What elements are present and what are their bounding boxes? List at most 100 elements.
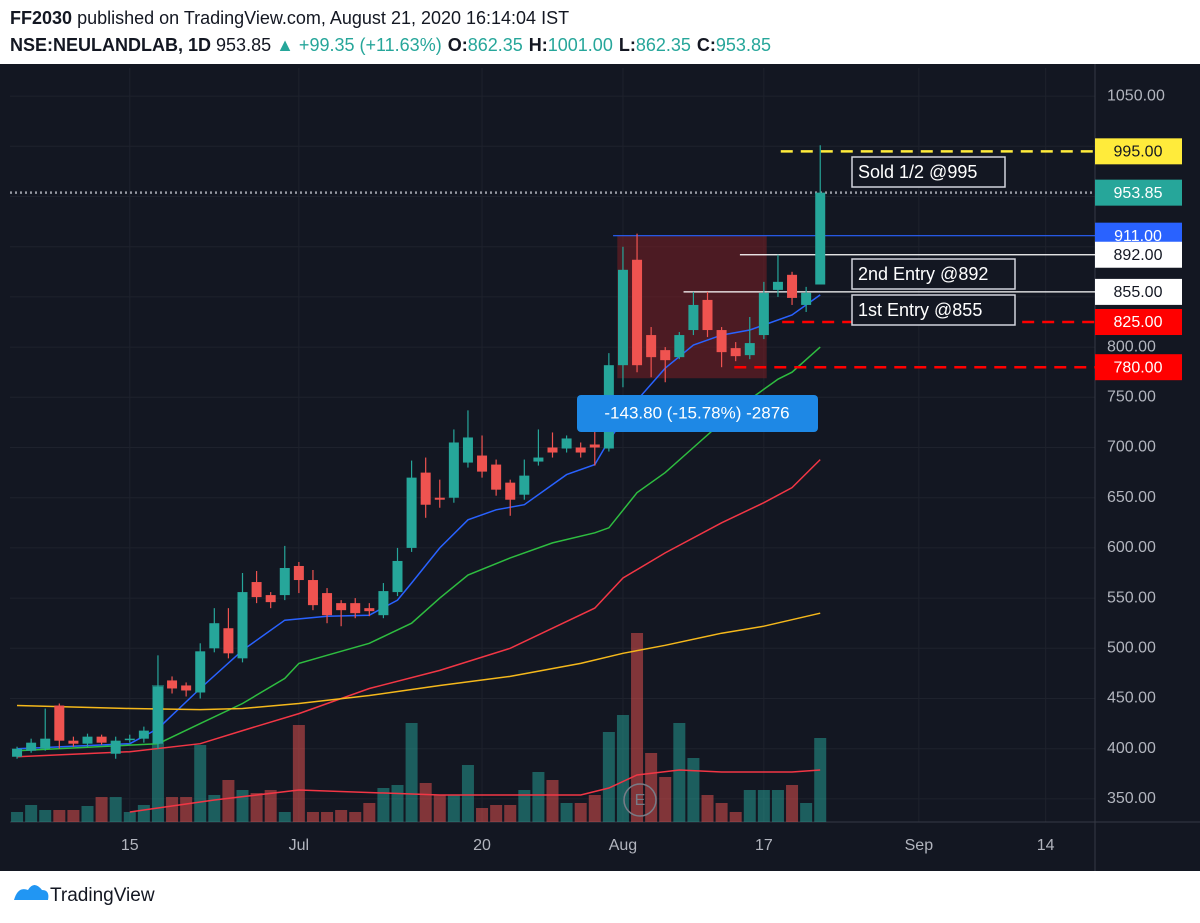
candle-body xyxy=(772,281,783,290)
volume-bar xyxy=(208,795,221,822)
ohlc-label: H: xyxy=(528,35,548,55)
volume-bar xyxy=(194,745,207,822)
volume-bar xyxy=(518,790,531,822)
x-tick-label: 17 xyxy=(755,837,773,854)
annotation: 2nd Entry @892 xyxy=(858,264,988,284)
volume-bar xyxy=(715,803,728,822)
price-label: 825.00 xyxy=(1114,314,1163,331)
candle-body xyxy=(491,464,502,490)
volume-bar xyxy=(800,803,813,822)
volume-bar xyxy=(729,812,742,822)
volume-bar xyxy=(67,810,80,822)
candle-body xyxy=(477,455,488,472)
candle-body xyxy=(167,680,178,689)
annotation-box xyxy=(851,294,1016,326)
candle-body xyxy=(54,705,65,741)
candle-body xyxy=(124,738,135,741)
candle-body xyxy=(82,736,93,744)
volume-bar xyxy=(461,765,474,822)
candle-body xyxy=(209,623,220,649)
ohlc-value: 862.35 xyxy=(635,35,691,55)
candle-body xyxy=(448,442,459,498)
volume-bar xyxy=(25,805,38,822)
symbol: NSE:NEULANDLAB, 1D xyxy=(10,35,212,55)
volume-bar xyxy=(95,797,108,822)
candle-body xyxy=(617,269,628,366)
volume-bar xyxy=(335,810,348,822)
footer-bg xyxy=(0,871,1200,923)
moving-average xyxy=(16,459,821,758)
x-tick-label: 15 xyxy=(121,837,139,854)
candle-body xyxy=(237,592,248,659)
candle-body xyxy=(293,565,304,581)
volume-bar xyxy=(109,797,122,822)
volume-bar xyxy=(602,732,615,822)
candle-body xyxy=(181,685,192,691)
y-tick-label: 800.00 xyxy=(1107,338,1156,355)
candle-body xyxy=(632,259,643,366)
ohlc-label: O: xyxy=(447,35,468,55)
x-tick-label: 20 xyxy=(473,837,491,854)
candle-body xyxy=(279,567,290,596)
price-label: 995.00 xyxy=(1114,144,1163,161)
price-label: 953.85 xyxy=(1114,185,1163,202)
candle-body xyxy=(40,738,51,749)
logo xyxy=(14,885,49,900)
y-tick-label: 1050.00 xyxy=(1107,87,1165,104)
candle-body xyxy=(744,343,755,356)
candle-body xyxy=(322,593,333,616)
candle-body xyxy=(575,447,586,453)
annotation: Sold 1/2 @995 xyxy=(858,162,977,182)
candle-body xyxy=(364,608,375,612)
candle-body xyxy=(392,560,403,593)
volume-bar xyxy=(236,790,249,822)
candle-body xyxy=(730,348,741,357)
moving-average xyxy=(16,612,821,711)
candle-body xyxy=(547,447,558,453)
volume-bar xyxy=(180,797,193,822)
candle-body xyxy=(350,603,361,614)
price-label-box xyxy=(1095,179,1182,206)
volume-bar xyxy=(264,790,277,822)
candle-body xyxy=(688,304,699,331)
candle-body xyxy=(96,736,107,743)
candle-body xyxy=(420,472,431,505)
candle-body xyxy=(138,730,149,739)
candle-body xyxy=(406,477,417,548)
change: ▲ +99.35 (+11.63%) xyxy=(276,35,442,55)
volume-bar xyxy=(166,797,179,822)
last: 953.85 xyxy=(216,35,272,55)
ohlc-value: 953.85 xyxy=(715,35,771,55)
candle-body xyxy=(434,497,445,500)
candle-body xyxy=(716,330,727,353)
y-tick-label: 450.00 xyxy=(1107,690,1156,707)
candle-body xyxy=(505,482,516,500)
author: FF2030 xyxy=(10,8,73,28)
volume-bar xyxy=(306,812,319,822)
price-label-box xyxy=(1095,309,1182,336)
x-tick-label: Aug xyxy=(609,837,637,854)
annotation: 1st Entry @855 xyxy=(858,300,982,320)
volume-bar xyxy=(39,810,52,822)
volume-bar xyxy=(349,812,362,822)
price-label: 892.00 xyxy=(1114,247,1163,264)
volume-bar xyxy=(476,808,489,822)
volume-bar xyxy=(321,812,334,822)
volume-bar xyxy=(743,790,756,822)
volume-bar xyxy=(278,812,291,822)
candle-body xyxy=(12,748,23,757)
volume-bar xyxy=(292,725,305,822)
y-tick-label: 700.00 xyxy=(1107,439,1156,456)
measure-label: -143.80 (-15.78%) -2876 xyxy=(604,403,789,422)
ohlc-value: 862.35 xyxy=(467,35,523,55)
ohlc-label: C: xyxy=(696,35,716,55)
volume-bar xyxy=(673,723,686,822)
annotation-box xyxy=(851,258,1016,290)
candle-body xyxy=(533,457,544,462)
ohlc-label: L: xyxy=(618,35,636,55)
candle-body xyxy=(223,628,234,654)
volume-bar xyxy=(222,780,235,822)
volume-bar xyxy=(659,777,672,822)
